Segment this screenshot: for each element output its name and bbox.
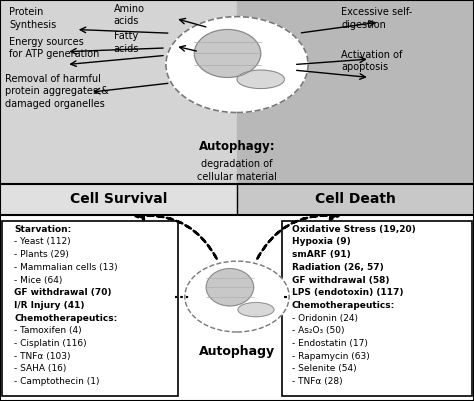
Text: - Oridonin (24): - Oridonin (24) (292, 314, 357, 322)
Bar (237, 184, 474, 215)
Text: - Tamoxifen (4): - Tamoxifen (4) (14, 326, 82, 335)
Text: smARF (91): smARF (91) (292, 250, 350, 259)
Text: Cell Survival: Cell Survival (70, 192, 167, 207)
Text: Radiation (26, 57): Radiation (26, 57) (292, 263, 383, 272)
Text: Removal of harmful
protein aggregates &
damaged organelles: Removal of harmful protein aggregates & … (5, 74, 109, 109)
Text: Oxidative Stress (19,20): Oxidative Stress (19,20) (292, 225, 415, 234)
Circle shape (238, 302, 274, 317)
Text: - TNFα (103): - TNFα (103) (14, 352, 71, 360)
Text: Starvation:: Starvation: (14, 225, 72, 234)
FancyBboxPatch shape (2, 221, 178, 396)
Text: Autophagy:: Autophagy: (199, 140, 275, 153)
Text: - As₂O₃ (50): - As₂O₃ (50) (292, 326, 344, 335)
Bar (237, 0, 474, 184)
Text: GF withdrawal (58): GF withdrawal (58) (292, 275, 389, 284)
Text: - Endostatin (17): - Endostatin (17) (292, 339, 367, 348)
Ellipse shape (194, 30, 261, 77)
Text: - Yeast (112): - Yeast (112) (14, 237, 71, 247)
Text: - Plants (29): - Plants (29) (14, 250, 69, 259)
Text: - TNFα (28): - TNFα (28) (292, 377, 342, 386)
Text: Chemotherapeutics:: Chemotherapeutics: (14, 314, 118, 322)
Text: Excessive self-
digestion: Excessive self- digestion (341, 7, 412, 30)
Text: Amino
acids: Amino acids (114, 4, 145, 26)
Text: - Selenite (54): - Selenite (54) (292, 364, 356, 373)
Bar (0, 184, 237, 215)
Text: - Rapamycin (63): - Rapamycin (63) (292, 352, 369, 360)
Text: Chemotherapeutics:: Chemotherapeutics: (292, 301, 395, 310)
FancyArrowPatch shape (136, 211, 217, 259)
Text: LPS (endotoxin) (117): LPS (endotoxin) (117) (292, 288, 403, 297)
Text: Fatty
acids: Fatty acids (114, 31, 139, 54)
Ellipse shape (166, 16, 308, 113)
Bar (0, 0, 237, 184)
Text: - Mammalian cells (13): - Mammalian cells (13) (14, 263, 118, 272)
Text: I/R Injury (41): I/R Injury (41) (14, 301, 85, 310)
Text: - Mice (64): - Mice (64) (14, 275, 63, 284)
Ellipse shape (185, 261, 289, 332)
Text: Cell Death: Cell Death (315, 192, 396, 207)
FancyArrowPatch shape (257, 211, 338, 259)
Text: degradation of
cellular material: degradation of cellular material (197, 159, 277, 182)
Ellipse shape (206, 269, 254, 306)
Text: Energy sources
for ATP generation: Energy sources for ATP generation (9, 37, 100, 59)
Text: - SAHA (16): - SAHA (16) (14, 364, 66, 373)
Text: Autophagy: Autophagy (199, 345, 275, 358)
Text: Protein
Synthesis: Protein Synthesis (9, 7, 57, 30)
Circle shape (237, 70, 284, 89)
Text: Activation of
apoptosis: Activation of apoptosis (341, 50, 402, 72)
Text: Hypoxia (9): Hypoxia (9) (292, 237, 350, 247)
Text: GF withdrawal (70): GF withdrawal (70) (14, 288, 112, 297)
Text: - Camptothecin (1): - Camptothecin (1) (14, 377, 100, 386)
FancyBboxPatch shape (282, 221, 472, 396)
Text: - Cisplatin (116): - Cisplatin (116) (14, 339, 87, 348)
